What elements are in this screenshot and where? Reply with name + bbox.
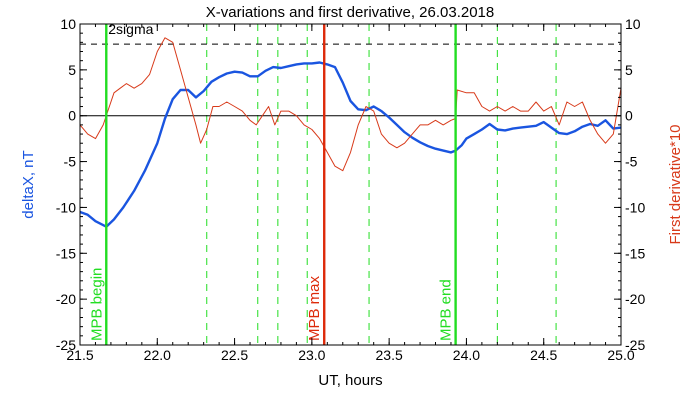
sigma-threshold-layer: 2sigma: [80, 21, 621, 45]
y-right-tick-label: 0: [625, 108, 633, 124]
y-left-tick-label: 10: [60, 16, 76, 32]
left-axis-title: deltaX, nT: [20, 150, 37, 218]
deltax-series-line: [79, 61, 622, 228]
x-tick-label: 23.5: [376, 347, 403, 363]
y-left-tick-label: -10: [56, 199, 76, 215]
x-tick-label: 25.0: [607, 347, 634, 363]
mpb-marker-label: MPB max: [306, 275, 323, 341]
y-left-tick-label: 5: [68, 62, 76, 78]
x-tick-label: 21.5: [66, 347, 93, 363]
derivative-series-line: [79, 37, 622, 172]
x-tick-label: 24.5: [530, 347, 557, 363]
y-right-tick-label: -20: [625, 291, 645, 307]
y-right-tick-label: -10: [625, 199, 645, 215]
y-right-tick-label: -25: [625, 337, 645, 353]
right-axis-title: First derivative*10: [667, 124, 684, 244]
dashed-reference-lines: [206, 24, 557, 345]
x-tick-label: 22.5: [221, 347, 248, 363]
x-axis-title: UT, hours: [318, 372, 382, 389]
y-left-tick-label: -25: [56, 337, 76, 353]
y-right-tick-label: -15: [625, 245, 645, 261]
x-tick-label: 23.0: [298, 347, 325, 363]
x-tick-label: 22.0: [144, 347, 171, 363]
plot-frame: [79, 23, 622, 346]
y-left-tick-label: -5: [64, 154, 77, 170]
mpb-marker-label: MPB begin: [88, 268, 105, 341]
mpb-marker-label: MPB end: [438, 279, 455, 341]
y-right-tick-label: 5: [625, 62, 633, 78]
y-left-tick-label: 0: [68, 108, 76, 124]
y-right-tick-label: 10: [625, 16, 641, 32]
axis-ticks: 21.5 22.0 22.5 23.0 23.5 24.0 24.5 25.0 10 5 0 -5 -1…: [56, 16, 646, 363]
y-right-tick-label: -5: [625, 154, 638, 170]
mpb-marker-layer: MPB begin MPB max MPB end: [88, 24, 457, 345]
y-left-tick-label: -20: [56, 291, 76, 307]
x-tick-label: 24.0: [453, 347, 480, 363]
series-layer: [79, 37, 622, 228]
y-left-tick-label: -15: [56, 245, 76, 261]
chart-title: X-variations and first derivative, 26.03…: [206, 4, 495, 21]
